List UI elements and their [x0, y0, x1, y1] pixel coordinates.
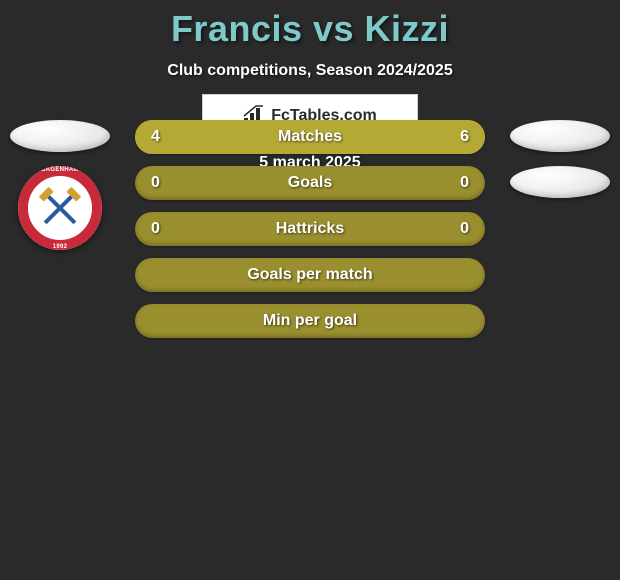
club-crest-left: DAGENHAM 1992 — [18, 166, 102, 250]
page-title: Francis vs Kizzi — [0, 0, 620, 50]
stat-label: Matches — [278, 128, 342, 146]
player-photo-placeholder-right-1 — [510, 120, 610, 152]
subtitle: Club competitions, Season 2024/2025 — [0, 62, 620, 80]
stats-container: 4 Matches 6 0 Goals 0 0 Hattricks 0 Goals per mat… — [135, 120, 485, 338]
stat-label: Goals per match — [247, 266, 372, 284]
right-player-column — [510, 120, 610, 198]
stat-value-left: 4 — [151, 128, 160, 146]
stat-label: Goals — [288, 174, 332, 192]
stat-label: Min per goal — [263, 312, 357, 330]
stat-row: 0 Hattricks 0 — [135, 212, 485, 246]
stat-row: Goals per match — [135, 258, 485, 292]
stat-value-right: 0 — [460, 220, 469, 238]
left-player-column: DAGENHAM 1992 — [10, 120, 110, 250]
stat-row: 0 Goals 0 — [135, 166, 485, 200]
crest-bottom-text: 1992 — [18, 244, 102, 250]
stat-row: Min per goal — [135, 304, 485, 338]
stat-label: Hattricks — [276, 220, 344, 238]
player-photo-placeholder-right-2 — [510, 166, 610, 198]
stat-value-left: 0 — [151, 220, 160, 238]
stat-value-left: 0 — [151, 174, 160, 192]
stat-value-right: 6 — [460, 128, 469, 146]
crest-hammers-icon — [40, 188, 80, 228]
crest-top-text: DAGENHAM — [18, 167, 102, 173]
stat-value-right: 0 — [460, 174, 469, 192]
stat-row: 4 Matches 6 — [135, 120, 485, 154]
player-photo-placeholder-left — [10, 120, 110, 152]
